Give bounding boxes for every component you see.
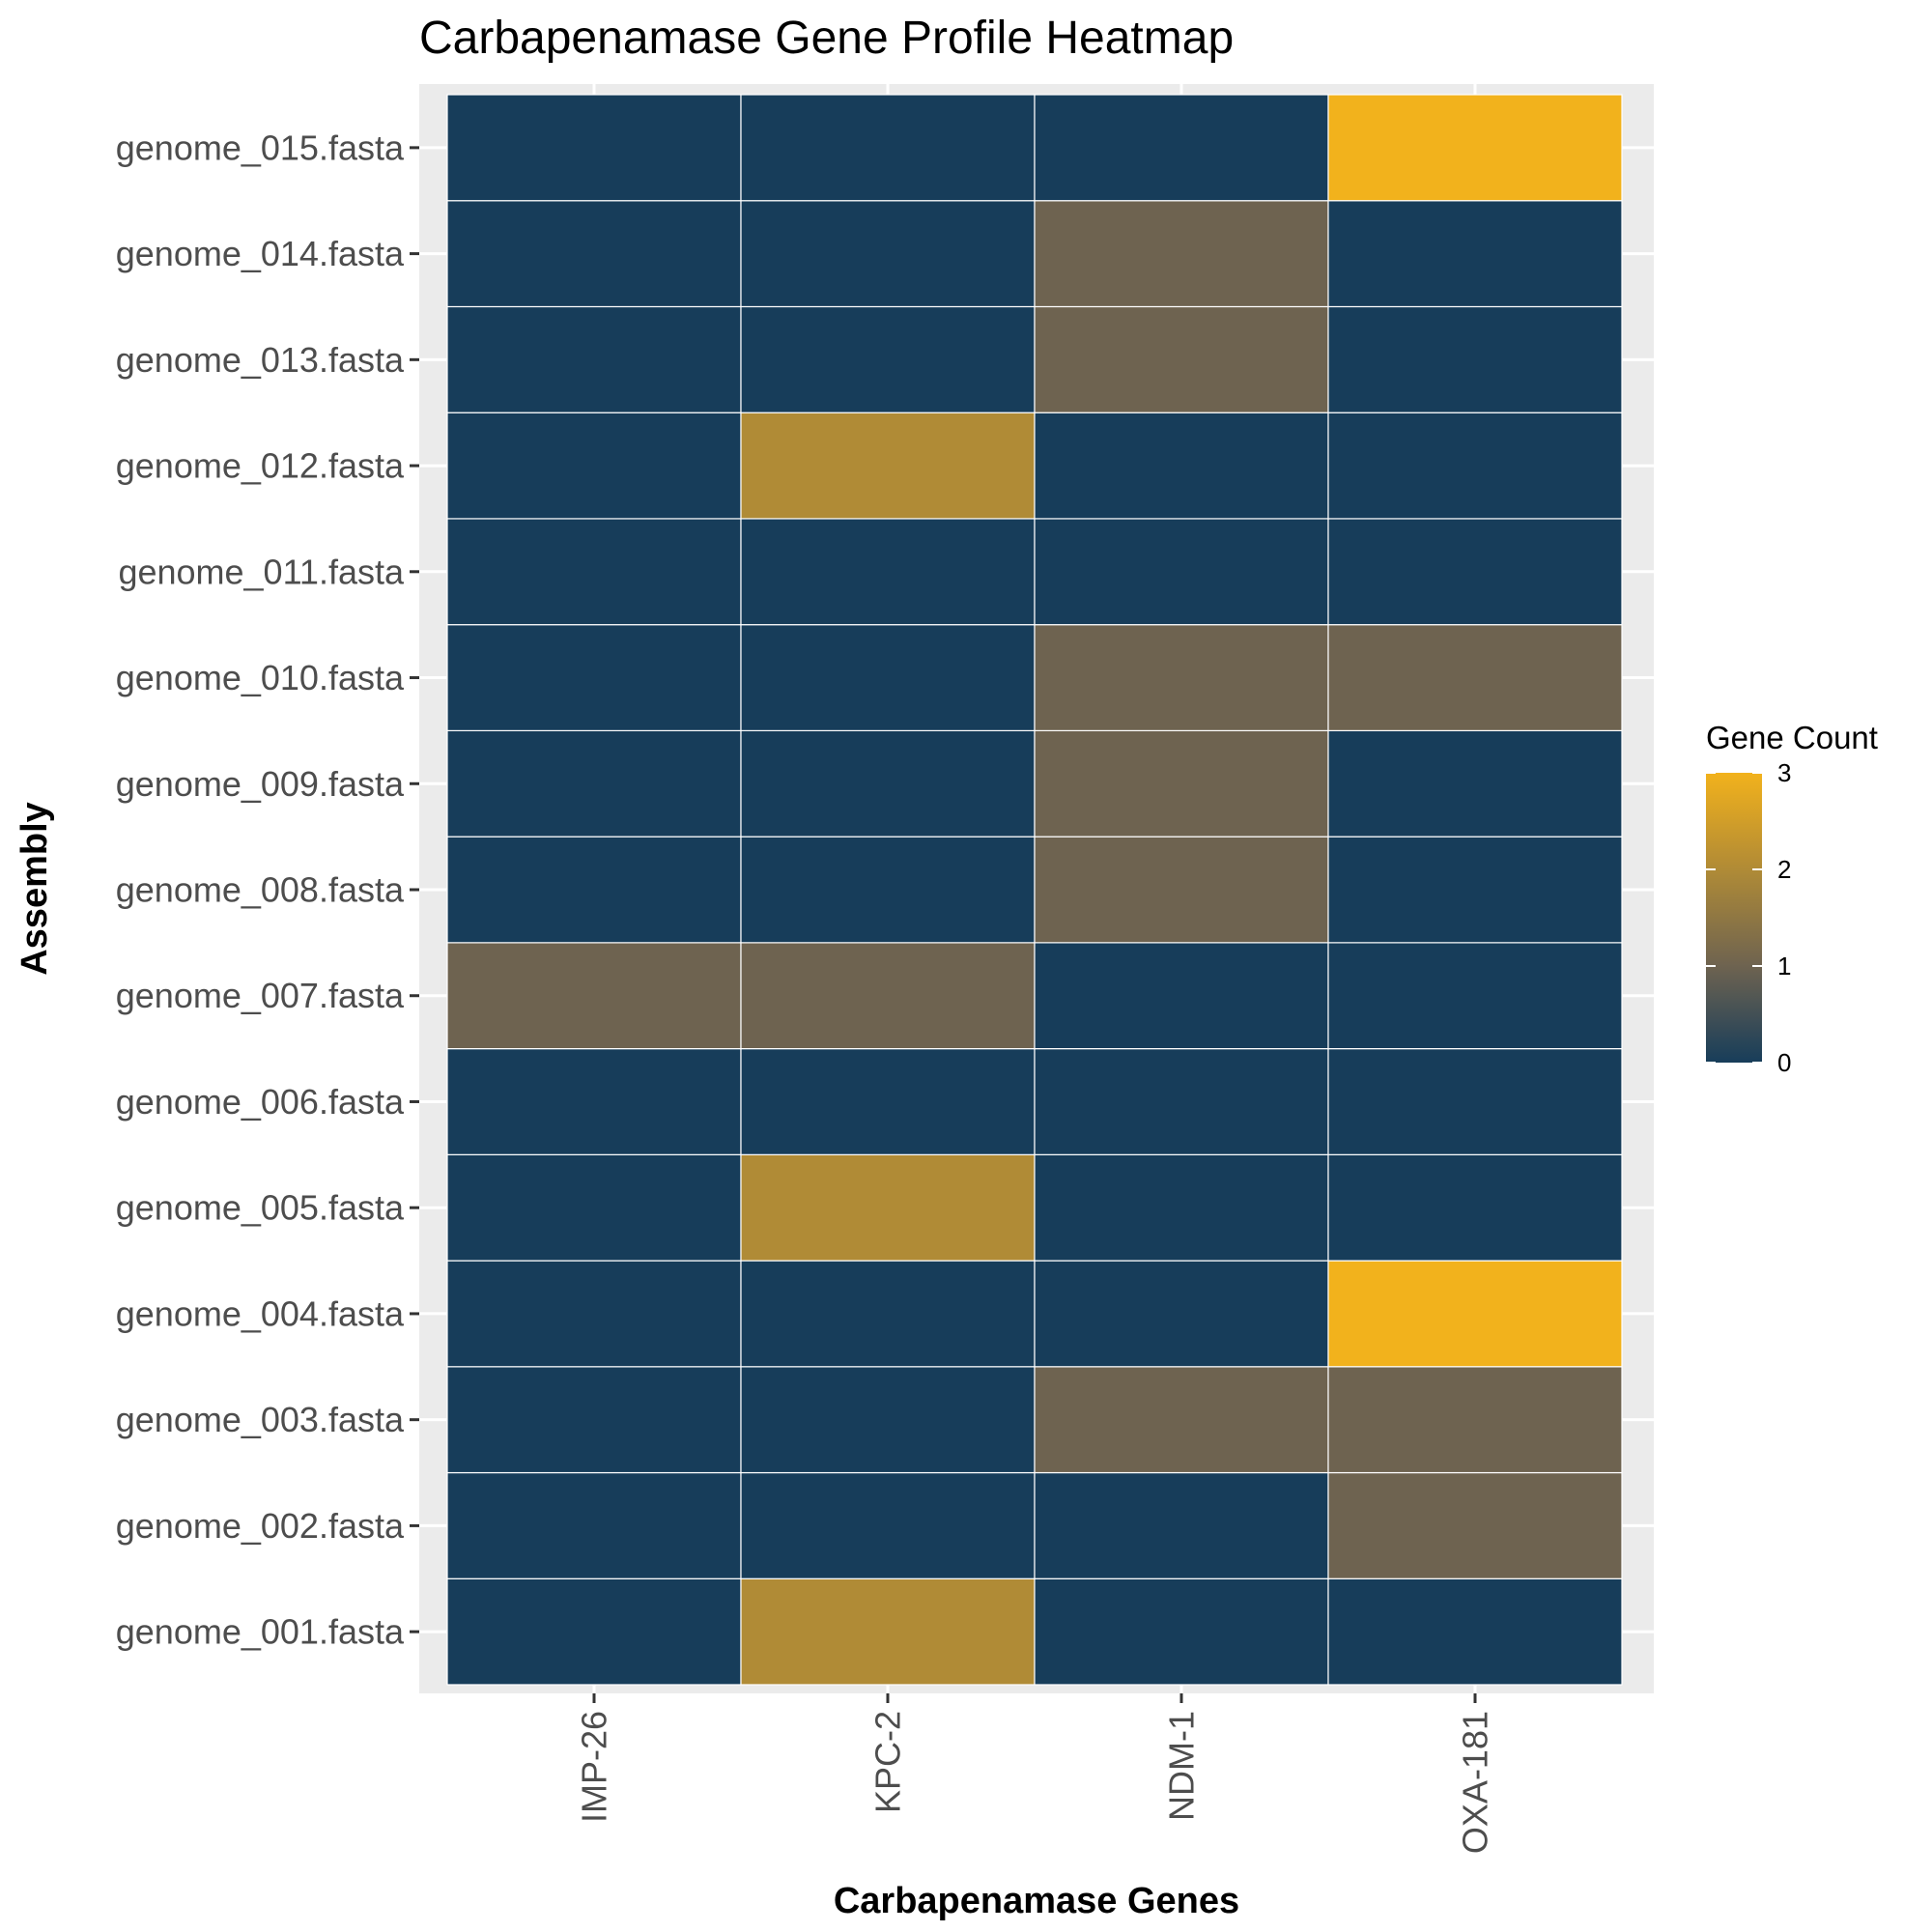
legend-tick-label: 2 — [1777, 855, 1791, 884]
chart-title: Carbapenamase Gene Profile Heatmap — [419, 13, 1234, 64]
heatmap-cell — [740, 305, 1036, 413]
heatmap-cell — [740, 1260, 1036, 1368]
heatmap-cell — [446, 1577, 742, 1686]
heatmap-cell — [740, 94, 1036, 202]
heatmap-cell — [1327, 1471, 1623, 1579]
y-tick-label: genome_001.fasta — [116, 1612, 405, 1652]
heatmap-cells — [446, 94, 1623, 1686]
heatmap-cell — [1327, 200, 1623, 308]
heatmap-cell — [1327, 942, 1623, 1050]
heatmap-cell — [1327, 1366, 1623, 1474]
heatmap-cell — [1327, 1047, 1623, 1155]
x-tick-label: IMP-26 — [575, 1711, 614, 1823]
heatmap-cell — [446, 1471, 742, 1579]
heatmap-cell — [1034, 200, 1329, 308]
x-tick-label: OXA-181 — [1456, 1711, 1495, 1854]
heatmap-cell — [1327, 1260, 1623, 1368]
heatmap-cell — [1034, 412, 1329, 520]
legend-colorbar — [1706, 773, 1762, 1063]
heatmap-cell — [740, 624, 1036, 732]
heatmap-cell — [1034, 518, 1329, 626]
heatmap-cell — [446, 1260, 742, 1368]
heatmap-cell — [740, 836, 1036, 944]
x-axis-title: Carbapenamase Genes — [834, 1881, 1239, 1921]
heatmap-cell — [446, 305, 742, 413]
y-tick-label: genome_014.fasta — [116, 234, 405, 273]
y-tick-label: genome_012.fasta — [116, 446, 405, 486]
heatmap-cell — [1034, 1047, 1329, 1155]
legend-title: Gene Count — [1706, 720, 1878, 755]
heatmap-cell — [1034, 729, 1329, 838]
heatmap-cell — [1034, 1260, 1329, 1368]
heatmap-cell — [740, 1577, 1036, 1686]
y-tick-label: genome_015.fasta — [116, 128, 405, 167]
heatmap-cell — [740, 942, 1036, 1050]
heatmap-cell — [446, 412, 742, 520]
heatmap-cell — [1034, 624, 1329, 732]
heatmap-cell — [1327, 94, 1623, 202]
heatmap-cell — [1034, 1366, 1329, 1474]
heatmap-cell — [446, 1153, 742, 1262]
heatmap-cell — [1327, 729, 1623, 838]
heatmap-cell — [1034, 305, 1329, 413]
heatmap-cell — [740, 518, 1036, 626]
heatmap-cell — [446, 518, 742, 626]
heatmap-cell — [740, 200, 1036, 308]
heatmap-cell — [1327, 518, 1623, 626]
heatmap-cell — [1327, 1153, 1623, 1262]
heatmap-cell — [446, 729, 742, 838]
heatmap-cell — [740, 1153, 1036, 1262]
y-tick-label: genome_011.fasta — [118, 552, 405, 591]
y-tick-label: genome_003.fasta — [116, 1400, 405, 1439]
heatmap-cell — [446, 1047, 742, 1155]
heatmap-cell — [1327, 1577, 1623, 1686]
heatmap-cell — [740, 412, 1036, 520]
legend-tick-label: 1 — [1777, 952, 1791, 980]
heatmap-cell — [1034, 94, 1329, 202]
x-tick-label: NDM-1 — [1162, 1711, 1202, 1821]
legend-tick-label: 0 — [1777, 1048, 1791, 1077]
heatmap-cell — [1034, 1577, 1329, 1686]
y-tick-label: genome_006.fasta — [116, 1082, 405, 1122]
y-axis-title: Assembly — [14, 802, 55, 976]
x-axis: IMP-26 KPC-2 NDM-1 OXA-181 — [575, 1693, 1495, 1854]
heatmap-cell — [1327, 305, 1623, 413]
heatmap-cell — [1034, 836, 1329, 944]
heatmap-cell — [446, 94, 742, 202]
heatmap-cell — [740, 729, 1036, 838]
heatmap-cell — [1034, 942, 1329, 1050]
y-tick-label: genome_009.fasta — [116, 764, 405, 804]
y-tick-label: genome_005.fasta — [116, 1188, 405, 1228]
heatmap-cell — [446, 200, 742, 308]
x-tick-label: KPC-2 — [868, 1711, 908, 1813]
heatmap-cell — [446, 836, 742, 944]
heatmap-cell — [1327, 836, 1623, 944]
legend-tick-label: 3 — [1777, 758, 1791, 787]
y-tick-label: genome_013.fasta — [116, 340, 405, 380]
heatmap-cell — [740, 1047, 1036, 1155]
legend: Gene Count 0 1 2 3 — [1706, 720, 1878, 1077]
heatmap-cell — [740, 1471, 1036, 1579]
y-tick-label: genome_008.fasta — [116, 870, 405, 910]
heatmap-cell — [1034, 1153, 1329, 1262]
y-tick-label: genome_010.fasta — [116, 658, 405, 697]
y-tick-label: genome_004.fasta — [116, 1293, 405, 1333]
heatmap-cell — [446, 624, 742, 732]
heatmap-cell — [446, 942, 742, 1050]
y-tick-label: genome_002.fasta — [116, 1506, 405, 1546]
y-tick-label: genome_007.fasta — [116, 976, 405, 1015]
y-axis: genome_001.fasta genome_002.fasta genome_0… — [116, 128, 419, 1652]
heatmap-cell — [1327, 624, 1623, 732]
heatmap-cell — [1034, 1471, 1329, 1579]
heatmap-cell — [446, 1366, 742, 1474]
heatmap-cell — [740, 1366, 1036, 1474]
legend-ticks: 0 1 2 3 — [1706, 758, 1791, 1077]
heatmap-cell — [1327, 412, 1623, 520]
